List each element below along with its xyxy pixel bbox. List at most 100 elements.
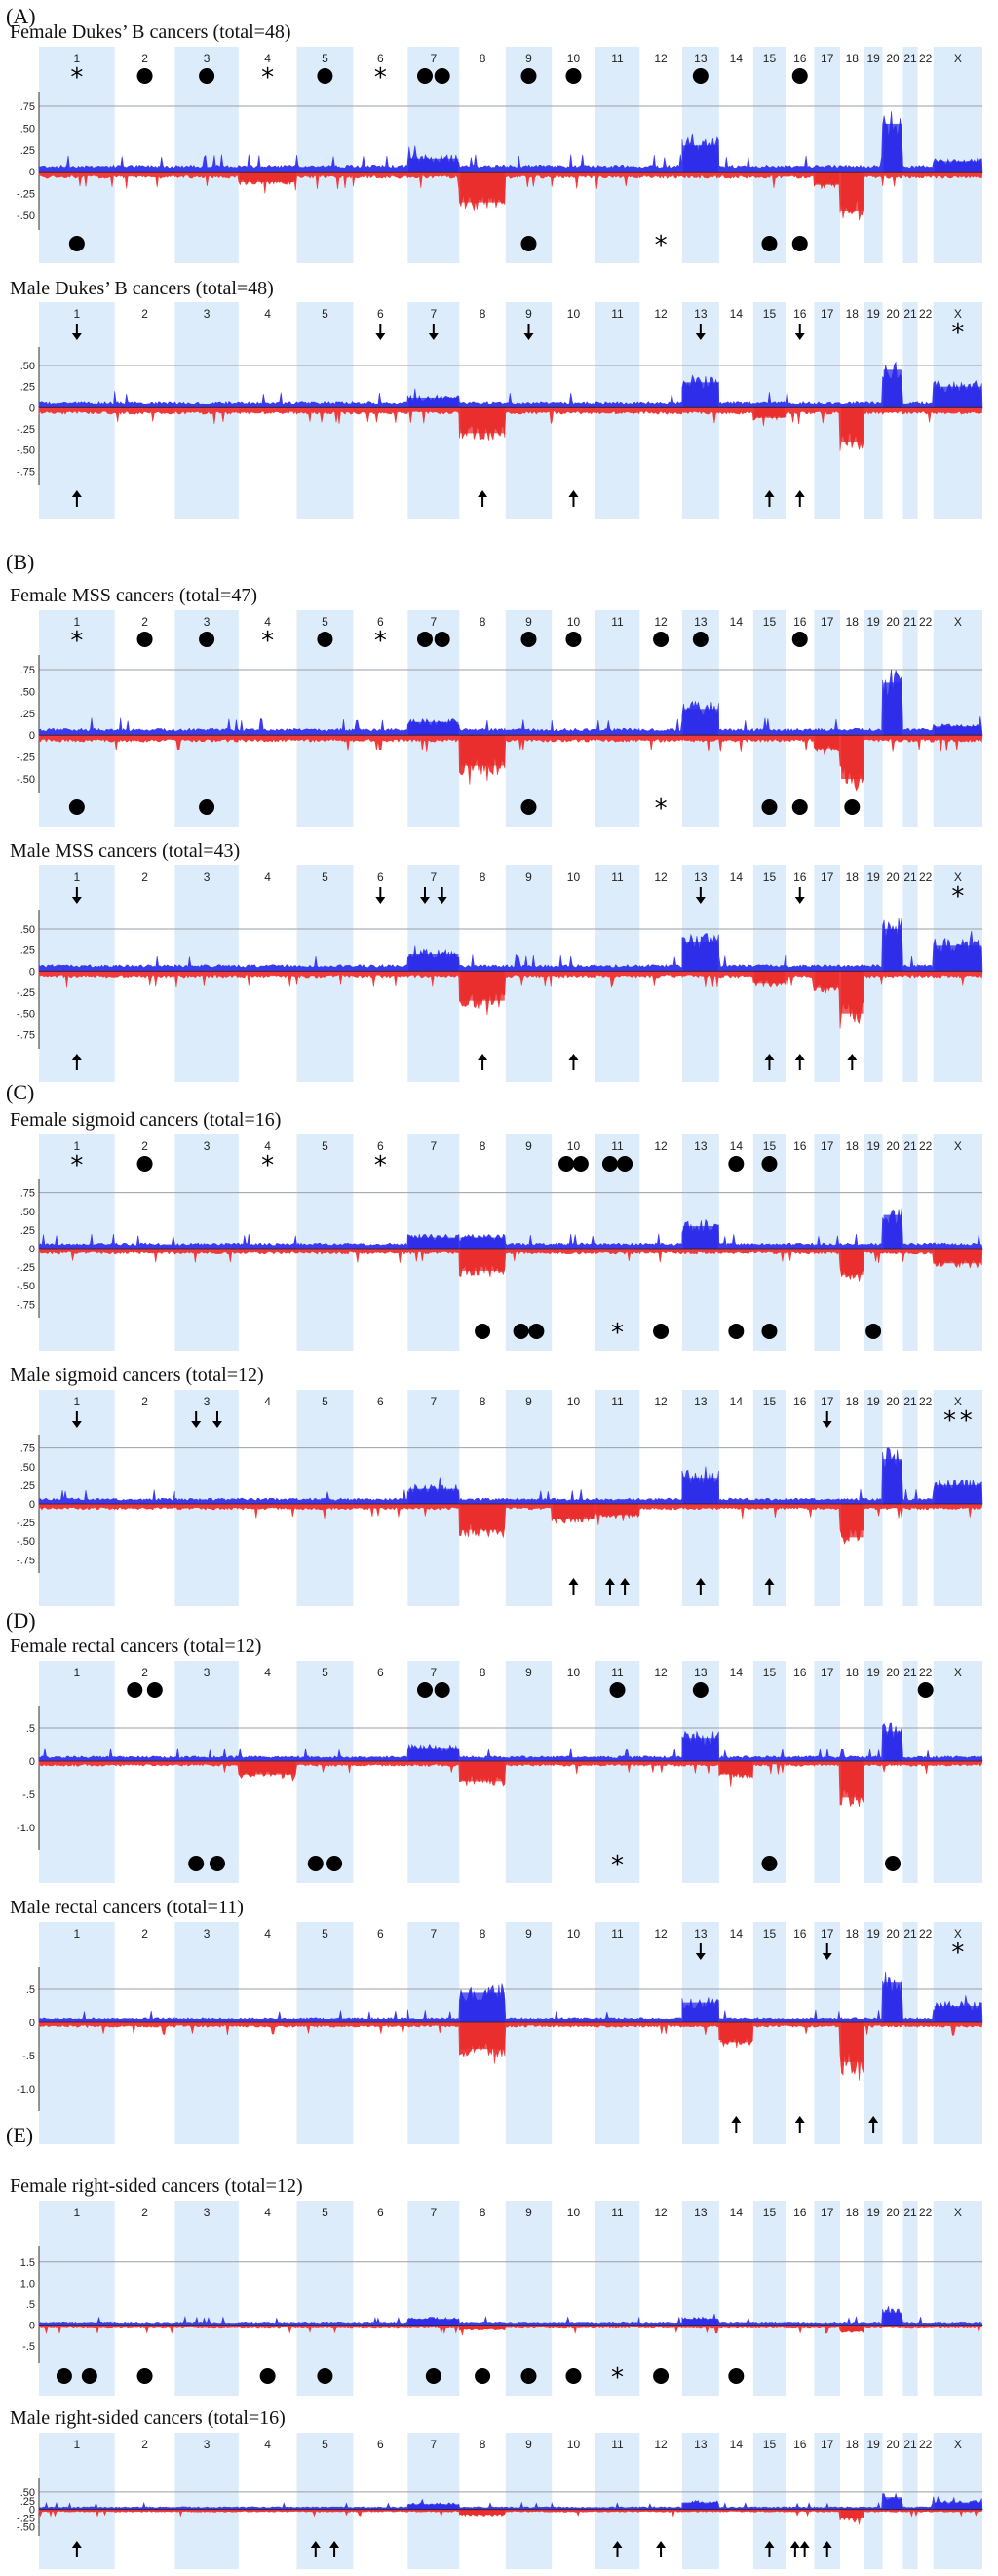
chromosome-label: 7 (430, 1395, 437, 1408)
chromosome-label: 13 (694, 52, 708, 65)
gain-bar (883, 1731, 902, 1761)
chromosome-band (595, 1922, 640, 2144)
chromosome-label: 11 (611, 1666, 624, 1679)
chromosome-label: X (954, 870, 962, 884)
chromosome-band (752, 1922, 787, 2144)
loss-bar (460, 1504, 505, 1530)
chromosome-band (174, 1134, 239, 1351)
chromosome-label: 15 (763, 2206, 777, 2219)
loss-bar (840, 1249, 864, 1275)
chromosome-label: 9 (525, 2438, 532, 2451)
chromosome-label: 5 (322, 1927, 328, 1941)
y-tick-label: 0 (29, 1756, 35, 1768)
arrow-marker-head (71, 1054, 82, 1060)
chromosome-band (595, 2201, 640, 2396)
chromosome-label: 22 (919, 615, 933, 629)
cnv-panel-chart: 1 2 3 4 5 6 7 8 9 10 11 12 13 14 15 16 17 18 19 20 21 22 X1.51… (20, 2201, 983, 2396)
panel-title: Male Dukes’ B cancers (total=48) (10, 278, 274, 299)
y-tick-label: -.75 (17, 1299, 35, 1311)
chromosome-label: 1 (74, 2206, 81, 2219)
significance-star-marker: * (261, 1151, 274, 1180)
arrow-marker-head (310, 2541, 321, 2548)
chromosome-label: 4 (264, 1666, 271, 1679)
chromosome-label: 19 (866, 2206, 880, 2219)
significance-star-marker: * (70, 627, 83, 656)
chromosome-label: 3 (204, 1927, 211, 1941)
y-tick-label: -.25 (17, 189, 35, 201)
chromosome-label: 3 (204, 1139, 211, 1153)
chromosome-label: 6 (377, 1666, 384, 1679)
chromosome-label: 15 (763, 2438, 777, 2451)
chromosome-label: 16 (793, 1666, 807, 1679)
arrow-marker-head (191, 1421, 202, 1428)
chromosome-band (595, 47, 640, 263)
chromosome-label: 2 (141, 1395, 148, 1408)
chromosome-label: 16 (793, 1927, 807, 1941)
significance-dot-marker (520, 799, 537, 815)
arrow-marker-head (794, 1054, 805, 1060)
chromosome-band (407, 2201, 460, 2396)
gain-bar (682, 2002, 718, 2022)
chromosome-label: 7 (430, 52, 437, 65)
gain-bar (408, 1488, 459, 1504)
chromosome-label: 7 (430, 870, 437, 884)
chromosome-label: 11 (611, 1139, 624, 1153)
loss-series (38, 1248, 983, 1282)
gain-bar (408, 397, 459, 408)
significance-dot-marker (558, 1156, 575, 1172)
chromosome-label: 6 (377, 2206, 384, 2219)
chromosome-band (39, 47, 115, 263)
significance-star-marker: * (655, 794, 668, 824)
y-tick-label: -.75 (17, 1555, 35, 1566)
chromosome-band (174, 1922, 239, 2144)
chromosome-label: 21 (903, 1927, 917, 1941)
chromosome-label: 16 (793, 615, 807, 629)
arrow-marker-head (822, 2541, 832, 2548)
panel-title: Male MSS cancers (total=43) (10, 840, 241, 862)
chromosome-label: 16 (793, 1139, 807, 1153)
panel-title: Female Dukes’ B cancers (total=48) (10, 21, 291, 43)
y-tick-label: .5 (26, 1984, 35, 1996)
significance-dot-marker (136, 632, 153, 647)
chromosome-band (296, 1390, 354, 1606)
chromosome-label: 16 (793, 2206, 807, 2219)
significance-dot-marker (601, 1156, 618, 1172)
chromosome-label: 20 (886, 1139, 900, 1153)
y-tick-label: 0 (29, 1499, 35, 1511)
significance-dot-marker (885, 1856, 902, 1871)
arrow-marker-head (428, 333, 439, 340)
y-tick-label: .75 (20, 101, 35, 113)
cnv-panel-chart: 1 2 3 4 5 6 7 8 9 10 11 12 13 14 15 16 17 18 19 20 21 22 X.75.… (17, 1390, 983, 1606)
chromosome-label: 18 (846, 615, 860, 629)
significance-star-marker: * (951, 319, 964, 348)
chromosome-label: 20 (886, 870, 900, 884)
significance-star-marker: * (70, 63, 83, 93)
chromosome-band (407, 1922, 460, 2144)
arrow-marker-head (620, 1578, 631, 1585)
chromosome-band (174, 2433, 239, 2569)
significance-dot-marker (761, 1156, 778, 1172)
chromosome-band (864, 1661, 883, 1883)
y-tick-label: -.50 (17, 2521, 35, 2533)
y-tick-label: -.25 (17, 424, 35, 436)
loss-bar (460, 2325, 505, 2329)
chromosome-label: 2 (141, 52, 148, 65)
chromosome-label: 17 (821, 615, 834, 629)
arrow-marker-head (375, 897, 386, 904)
significance-dot-marker (68, 799, 85, 815)
significance-star-marker: * (951, 882, 964, 911)
chromosome-label: 21 (903, 1666, 917, 1679)
arrow-marker-head (822, 1421, 832, 1428)
arrow-marker-head (868, 2116, 879, 2123)
chromosome-label: 6 (377, 1395, 384, 1408)
arrow-marker-head (695, 333, 706, 340)
chromosome-label: 5 (322, 307, 328, 321)
significance-dot-marker (791, 68, 808, 84)
chromosome-label: 19 (866, 1927, 880, 1941)
chromosome-label: 21 (903, 870, 917, 884)
chromosome-band (296, 1922, 354, 2144)
arrow-marker-head (71, 490, 82, 497)
chromosome-label: 13 (694, 870, 708, 884)
chromosome-label: X (954, 52, 962, 65)
chromosome-label: 17 (821, 1666, 834, 1679)
